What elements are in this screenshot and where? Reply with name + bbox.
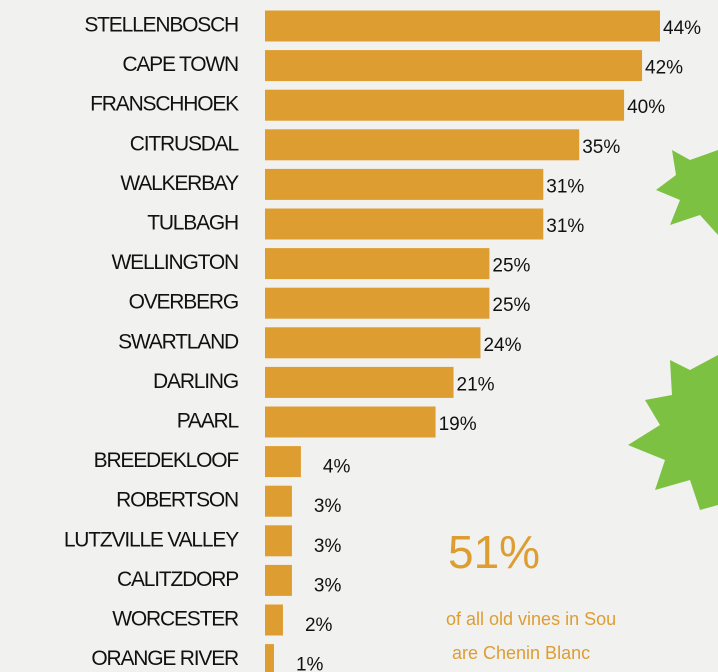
category-label: CAPE TOWN bbox=[122, 53, 238, 76]
bar bbox=[265, 90, 624, 121]
bar bbox=[265, 248, 489, 279]
chart: 51% of all old vines in Sou are Chenin B… bbox=[0, 0, 718, 672]
category-label: DARLING bbox=[153, 370, 238, 393]
category-label: STELLENBOSCH bbox=[84, 14, 238, 37]
category-label: CALITZDORP bbox=[117, 568, 238, 591]
value-label: 21% bbox=[457, 374, 495, 395]
value-label: 40% bbox=[627, 97, 665, 118]
category-label: FRANSCHHOEK bbox=[90, 93, 239, 116]
category-label: WALKERBAY bbox=[120, 172, 239, 195]
value-label: 42% bbox=[645, 58, 683, 79]
value-label: 25% bbox=[492, 256, 530, 277]
category-label: PAARL bbox=[177, 410, 239, 433]
value-label: 3% bbox=[314, 575, 342, 596]
value-label: 4% bbox=[323, 457, 351, 478]
category-label: WORCESTER bbox=[112, 608, 239, 631]
leaves bbox=[628, 150, 718, 510]
value-label: 3% bbox=[314, 496, 342, 517]
value-label: 3% bbox=[314, 536, 342, 557]
bar bbox=[265, 11, 660, 42]
bar bbox=[265, 129, 579, 160]
category-label: OVERBERG bbox=[129, 291, 238, 314]
annotation-text: are Chenin Blanc bbox=[452, 643, 590, 663]
category-label: SWARTLAND bbox=[118, 330, 239, 353]
bar bbox=[265, 565, 292, 596]
value-label: 31% bbox=[546, 176, 584, 197]
bar bbox=[265, 288, 489, 319]
value-label: 19% bbox=[439, 414, 477, 435]
bar bbox=[265, 605, 283, 636]
category-label: ROBERTSON bbox=[116, 489, 238, 512]
category-label: LUTZVILLE VALLEY bbox=[64, 528, 239, 551]
bar bbox=[265, 209, 543, 240]
page: {"chart_data": {"type": "bar", "orientat… bbox=[0, 0, 718, 672]
category-label: CITRUSDAL bbox=[130, 132, 239, 155]
value-label: 44% bbox=[663, 18, 701, 39]
bar bbox=[265, 525, 292, 556]
value-label: 1% bbox=[296, 655, 324, 672]
annotation-stat: 51% bbox=[448, 526, 540, 578]
bar bbox=[265, 367, 454, 398]
bar bbox=[265, 169, 543, 200]
annotation-text: of all old vines in Sou bbox=[446, 609, 616, 629]
value-label: 35% bbox=[582, 137, 620, 158]
bar bbox=[265, 644, 274, 672]
value-label: 24% bbox=[483, 335, 521, 356]
bar bbox=[265, 486, 292, 517]
value-label: 2% bbox=[305, 615, 333, 636]
leaf bbox=[656, 150, 718, 235]
category-label: WELLINGTON bbox=[112, 251, 239, 274]
leaf bbox=[628, 355, 718, 510]
bar bbox=[265, 446, 301, 477]
category-label: TULBAGH bbox=[147, 212, 238, 235]
category-label: ORANGE RIVER bbox=[91, 647, 239, 670]
bar bbox=[265, 327, 480, 358]
bar bbox=[265, 407, 436, 438]
bar bbox=[265, 50, 642, 81]
category-label: BREEDEKLOOF bbox=[94, 449, 239, 472]
value-label: 25% bbox=[492, 295, 530, 316]
value-label: 31% bbox=[546, 216, 584, 237]
